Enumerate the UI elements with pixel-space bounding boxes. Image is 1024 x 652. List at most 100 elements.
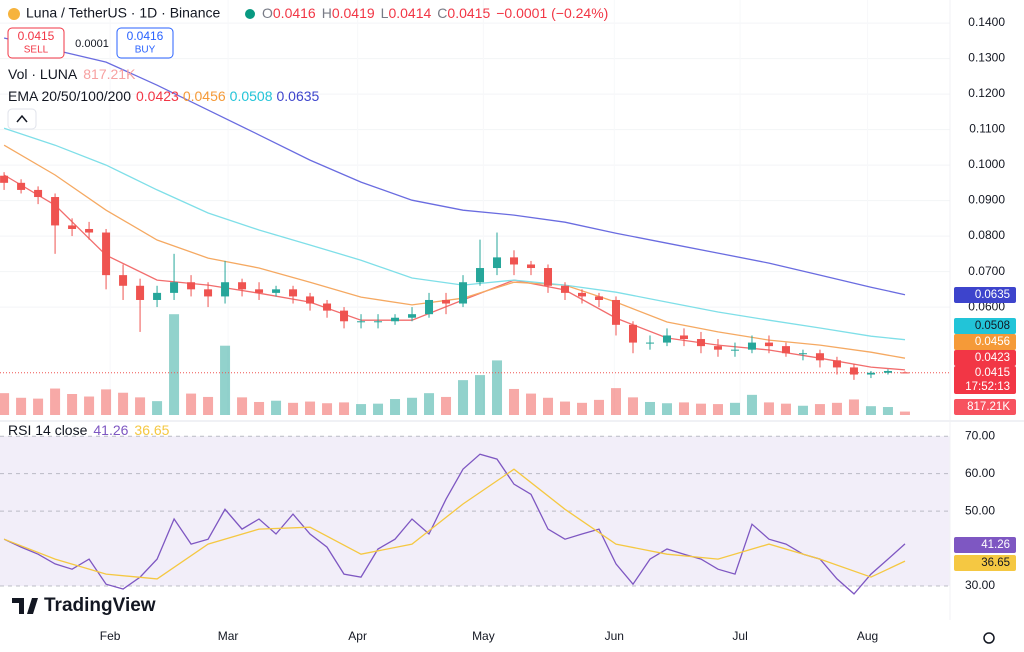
candle-body [832, 360, 841, 368]
candle-body [85, 228, 94, 233]
collapse-button[interactable] [7, 108, 37, 130]
volume-bar [644, 401, 655, 415]
volume-badge-text: 817.21K [967, 401, 1010, 413]
market-status [245, 9, 255, 19]
candle-body [493, 257, 502, 269]
candle-body [357, 321, 366, 323]
candle-body [611, 299, 620, 325]
candle-body [238, 282, 247, 290]
candle-body [696, 339, 705, 347]
volume-bar [0, 393, 10, 415]
settings-button[interactable] [983, 632, 995, 644]
candle-body [679, 335, 688, 340]
ema100-badge [954, 318, 1016, 334]
candle-body [798, 353, 807, 355]
candle-body [849, 367, 858, 375]
volume-bar [254, 401, 265, 415]
ema100-badge-text: 0.0508 [975, 320, 1010, 332]
candle-body [544, 268, 553, 286]
ema-title: EMA 20/50/100/200 [8, 88, 131, 104]
candle-body [476, 268, 485, 283]
candle-body [459, 282, 468, 304]
x-tick-label: Mar [218, 629, 239, 643]
volume-bar [16, 397, 27, 415]
volume-bar [593, 399, 604, 415]
ema200-badge-text: 0.0635 [975, 289, 1010, 301]
volume-bar [441, 396, 452, 415]
ema-legend: EMA 20/50/100/200 0.0423 0.0456 0.0508 0.063… [8, 88, 320, 104]
candle-body [255, 289, 264, 293]
volume-bar [729, 402, 740, 415]
buy-label: BUY [135, 45, 156, 56]
volume-bar [780, 403, 791, 415]
volume-bar [322, 403, 333, 415]
candle-body [900, 372, 909, 374]
candle-body [136, 285, 145, 300]
candle-body [221, 282, 230, 297]
volume-bar [746, 394, 757, 415]
volume-bar [865, 406, 876, 415]
y-tick-label: 0.0700 [968, 264, 1005, 278]
candle-body [662, 335, 671, 343]
collapse-icon [16, 114, 28, 123]
x-tick-label: Jul [732, 629, 747, 643]
candle-body [102, 232, 111, 276]
candle-body [391, 317, 400, 322]
volume-bar [356, 404, 367, 415]
volume-bar [475, 375, 486, 415]
volume-bar [271, 400, 282, 415]
volume-bar [543, 397, 554, 415]
l-label: L [381, 5, 389, 21]
volume-bar [814, 404, 825, 415]
volume-bar [305, 401, 316, 415]
candle-body [170, 282, 179, 293]
volume-bar [627, 397, 638, 415]
candle-body [0, 175, 9, 183]
ema20-value: 0.0423 [136, 88, 179, 104]
x-tick-label: Jun [605, 629, 624, 643]
rsi-value: 41.26 [93, 422, 128, 438]
candle-body [289, 289, 298, 297]
rsi-line [3, 453, 906, 595]
volume-bar [526, 393, 537, 415]
buy-button[interactable] [116, 27, 174, 59]
volume-bar [152, 401, 163, 415]
volume-bar [492, 360, 503, 415]
candle-layer [0, 172, 909, 380]
ema20-badge [954, 350, 1016, 366]
candle-body [34, 189, 43, 198]
volume-bar [339, 402, 350, 415]
candle-body [527, 264, 536, 269]
y-tick-label: 0.1400 [968, 15, 1005, 29]
volume-bar [882, 407, 893, 415]
sell-button[interactable] [7, 27, 65, 59]
coin-icon [8, 8, 20, 20]
candle-body [561, 285, 570, 293]
y-tick-label: 0.1300 [968, 51, 1005, 65]
volume-bar [135, 397, 146, 415]
candle-body [187, 282, 196, 290]
volume-bar [848, 399, 859, 415]
volume-bar [101, 389, 112, 415]
logo-text: TradingView [44, 595, 156, 616]
candle-body [442, 299, 451, 304]
y-tick-label: 30.00 [965, 578, 995, 592]
logo-icon [12, 598, 38, 614]
volume-bar [712, 404, 723, 415]
x-tick-label: May [472, 629, 495, 643]
y-tick-label: 50.00 [965, 503, 995, 517]
candle-body [578, 292, 587, 297]
c-label: C [437, 5, 447, 21]
candle-body [815, 353, 824, 361]
ema-line [3, 37, 906, 296]
candle-body [204, 289, 213, 297]
volume-bar [50, 388, 61, 415]
volume-bar [831, 402, 842, 415]
candle-body [781, 346, 790, 354]
y-tick-label: 0.1200 [968, 86, 1005, 100]
candle-body [730, 349, 739, 351]
rsi-title: RSI 14 close [8, 422, 88, 438]
ema20-badge-text: 0.0423 [975, 352, 1010, 364]
volume-layer [0, 314, 910, 415]
